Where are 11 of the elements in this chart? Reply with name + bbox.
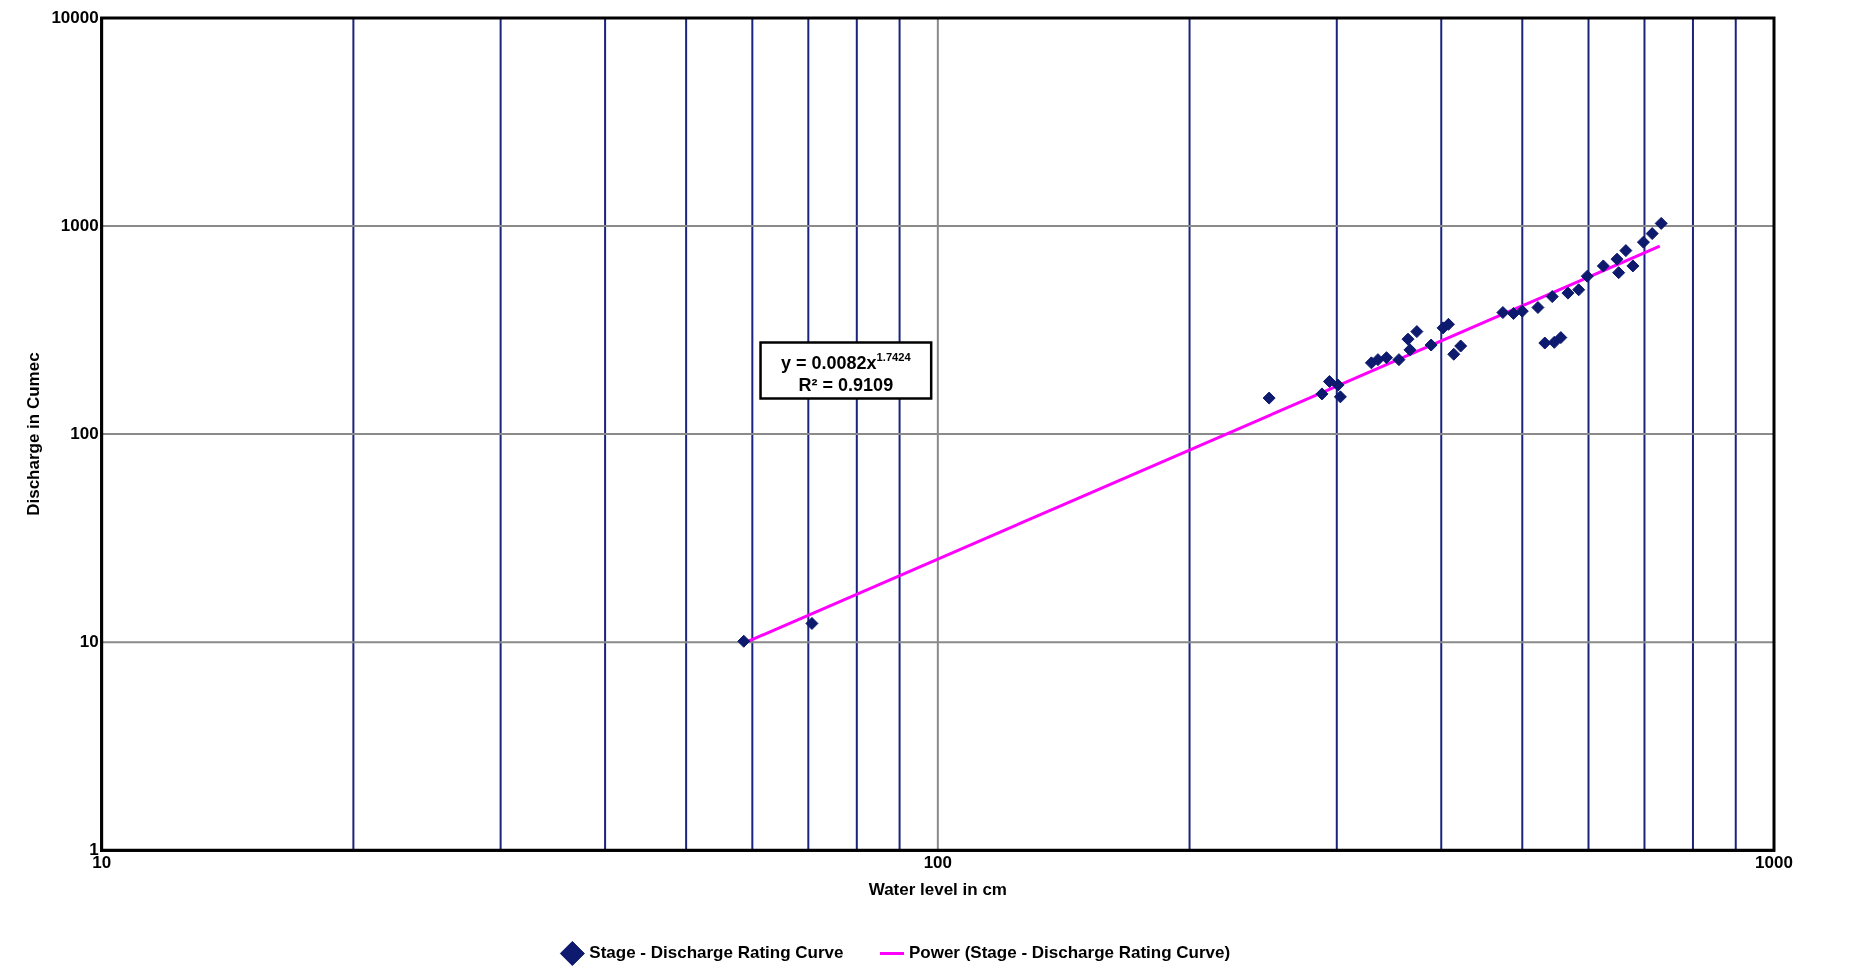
y-tick-label: 10	[79, 631, 99, 651]
y-tick-label: 100	[70, 423, 99, 443]
y-axis-title: Discharge in Cumec	[23, 352, 43, 516]
y-tick-label: 10000	[51, 7, 99, 27]
legend-label: Stage - Discharge Rating Curve	[589, 943, 844, 963]
x-axis-title: Water level in cm	[868, 880, 1007, 900]
annotation: R² = 0.9109	[798, 374, 894, 395]
x-tick-label: 1000	[1755, 853, 1793, 873]
legend-label: Power (Stage - Discharge Rating Curve)	[908, 943, 1231, 963]
x-tick-label: 100	[923, 853, 953, 873]
y-tick-label: 1000	[60, 215, 99, 235]
